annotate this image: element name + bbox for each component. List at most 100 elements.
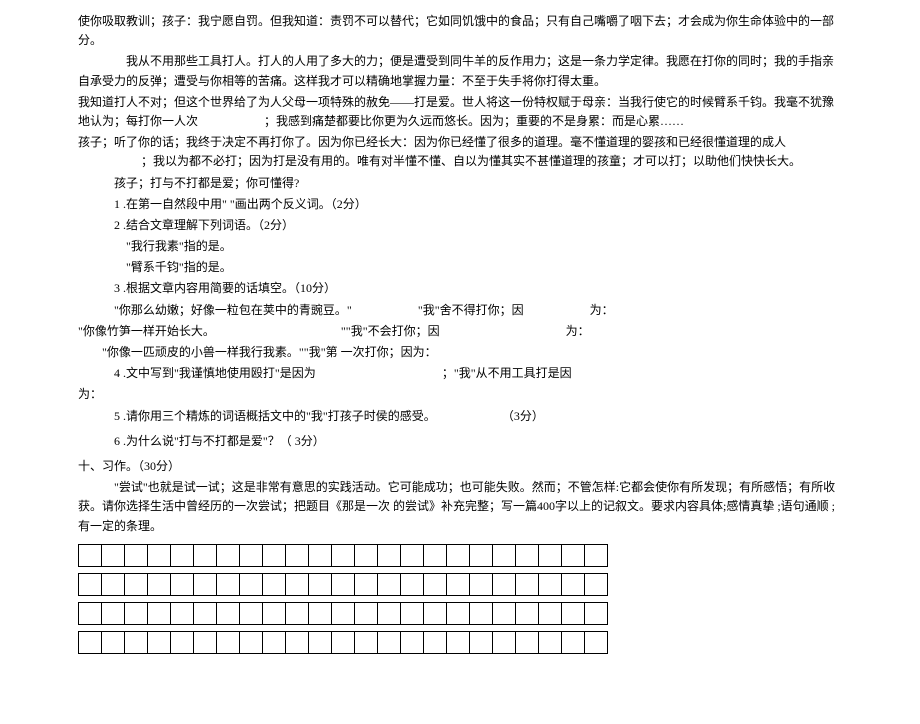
writing-cell[interactable] — [470, 602, 493, 624]
writing-cell[interactable] — [516, 602, 539, 624]
writing-cell[interactable] — [263, 602, 286, 624]
writing-cell[interactable] — [539, 573, 562, 595]
writing-cell[interactable] — [585, 602, 608, 624]
q4b: ；"我"从不用工具打是因 — [442, 366, 572, 380]
writing-cell[interactable] — [378, 544, 401, 566]
writing-cell[interactable] — [171, 602, 194, 624]
writing-cell[interactable] — [424, 573, 447, 595]
writing-cell[interactable] — [447, 544, 470, 566]
writing-cell[interactable] — [539, 631, 562, 653]
writing-cell[interactable] — [493, 631, 516, 653]
writing-cell[interactable] — [286, 544, 309, 566]
writing-cell[interactable] — [493, 602, 516, 624]
writing-cell[interactable] — [562, 602, 585, 624]
writing-cell[interactable] — [240, 602, 263, 624]
writing-cell[interactable] — [447, 602, 470, 624]
q1: 1 .在第一自然段中用" "画出两个反义词。（2分） — [78, 195, 842, 214]
writing-cell[interactable] — [240, 573, 263, 595]
writing-cell[interactable] — [194, 573, 217, 595]
writing-cell[interactable] — [79, 631, 102, 653]
writing-cell[interactable] — [585, 631, 608, 653]
writing-cell[interactable] — [240, 631, 263, 653]
q2-title: 2 .结合文章理解下列词语。（2分） — [78, 216, 842, 235]
writing-cell[interactable] — [102, 602, 125, 624]
writing-cell[interactable] — [332, 602, 355, 624]
writing-cell[interactable] — [79, 544, 102, 566]
writing-cell[interactable] — [309, 573, 332, 595]
writing-cell[interactable] — [562, 544, 585, 566]
writing-cell[interactable] — [125, 544, 148, 566]
writing-cell[interactable] — [470, 544, 493, 566]
writing-cell[interactable] — [516, 631, 539, 653]
writing-cell[interactable] — [355, 631, 378, 653]
q3-b: "你像竹笋一样开始长大。 ""我"不会打你；因 为： — [78, 322, 842, 341]
writing-cell[interactable] — [539, 544, 562, 566]
writing-cell[interactable] — [217, 602, 240, 624]
writing-cell[interactable] — [286, 573, 309, 595]
writing-cell[interactable] — [378, 631, 401, 653]
writing-cell[interactable] — [309, 631, 332, 653]
writing-cell[interactable] — [240, 544, 263, 566]
writing-cell[interactable] — [263, 544, 286, 566]
writing-cell[interactable] — [424, 602, 447, 624]
writing-cell[interactable] — [217, 573, 240, 595]
writing-cell[interactable] — [332, 544, 355, 566]
writing-cell[interactable] — [148, 544, 171, 566]
writing-cell[interactable] — [447, 573, 470, 595]
writing-cell[interactable] — [585, 544, 608, 566]
writing-cell[interactable] — [378, 573, 401, 595]
writing-cell[interactable] — [102, 573, 125, 595]
writing-cell[interactable] — [171, 544, 194, 566]
writing-grid-block — [78, 573, 608, 596]
writing-cell[interactable] — [355, 573, 378, 595]
writing-cell[interactable] — [263, 573, 286, 595]
writing-cell[interactable] — [332, 573, 355, 595]
writing-cell[interactable] — [309, 544, 332, 566]
writing-cell[interactable] — [401, 573, 424, 595]
writing-cell[interactable] — [79, 602, 102, 624]
writing-cell[interactable] — [148, 631, 171, 653]
writing-cell[interactable] — [470, 573, 493, 595]
writing-cell[interactable] — [286, 631, 309, 653]
writing-cell[interactable] — [171, 631, 194, 653]
q3-title: 3 .根据文章内容用简要的话填空。（10分） — [78, 279, 842, 298]
writing-cell[interactable] — [516, 573, 539, 595]
writing-cell[interactable] — [102, 544, 125, 566]
writing-cell[interactable] — [516, 544, 539, 566]
writing-cell[interactable] — [217, 631, 240, 653]
writing-cell[interactable] — [378, 602, 401, 624]
writing-cell[interactable] — [102, 631, 125, 653]
writing-cell[interactable] — [194, 544, 217, 566]
writing-cell[interactable] — [401, 544, 424, 566]
writing-cell[interactable] — [194, 602, 217, 624]
writing-cell[interactable] — [355, 544, 378, 566]
writing-cell[interactable] — [125, 631, 148, 653]
writing-cell[interactable] — [309, 602, 332, 624]
writing-cell[interactable] — [125, 602, 148, 624]
writing-cell[interactable] — [194, 631, 217, 653]
writing-cell[interactable] — [286, 602, 309, 624]
writing-cell[interactable] — [401, 631, 424, 653]
writing-cell[interactable] — [424, 544, 447, 566]
writing-cell[interactable] — [401, 602, 424, 624]
q3a-right-a: "我"舍不得打你；因 — [418, 303, 524, 317]
writing-cell[interactable] — [493, 544, 516, 566]
writing-cell[interactable] — [470, 631, 493, 653]
writing-cell[interactable] — [125, 573, 148, 595]
writing-cell[interactable] — [562, 573, 585, 595]
writing-cell[interactable] — [79, 573, 102, 595]
writing-cell[interactable] — [148, 602, 171, 624]
writing-cell[interactable] — [171, 573, 194, 595]
writing-cell[interactable] — [585, 573, 608, 595]
p3b: ；我感到痛楚都要比你更为久远而悠长。因为；重要的不是身累：而是心累…… — [264, 114, 684, 128]
writing-cell[interactable] — [148, 573, 171, 595]
writing-cell[interactable] — [332, 631, 355, 653]
writing-cell[interactable] — [355, 602, 378, 624]
writing-cell[interactable] — [217, 544, 240, 566]
writing-cell[interactable] — [493, 573, 516, 595]
writing-cell[interactable] — [263, 631, 286, 653]
writing-cell[interactable] — [424, 631, 447, 653]
writing-cell[interactable] — [562, 631, 585, 653]
writing-cell[interactable] — [539, 602, 562, 624]
writing-cell[interactable] — [447, 631, 470, 653]
